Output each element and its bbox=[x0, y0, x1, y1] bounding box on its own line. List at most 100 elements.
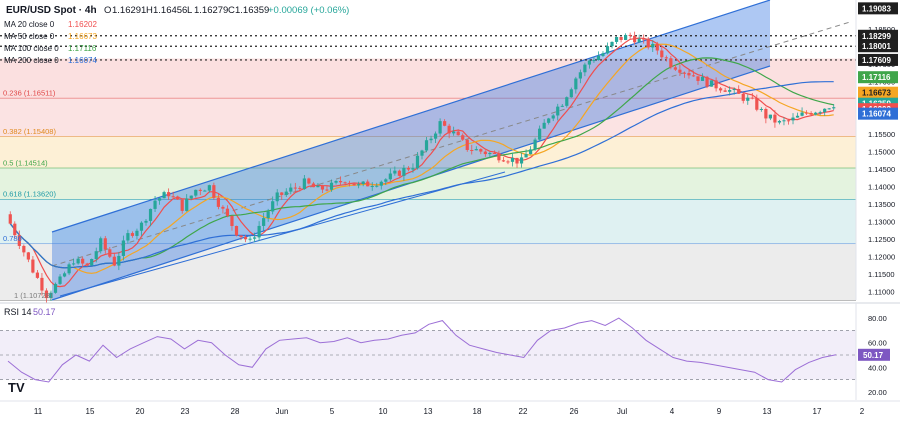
candle-body[interactable] bbox=[307, 178, 311, 184]
candle-body[interactable] bbox=[130, 233, 135, 236]
candle-body[interactable] bbox=[167, 192, 171, 197]
candle-body[interactable] bbox=[366, 181, 370, 187]
ma-legend-label[interactable]: MA 20 close 0 bbox=[4, 20, 55, 29]
candle-body[interactable] bbox=[94, 251, 98, 260]
price-tag[interactable] bbox=[858, 2, 898, 15]
candle-body[interactable] bbox=[216, 197, 220, 207]
candle-body[interactable] bbox=[547, 118, 551, 123]
candle-body[interactable] bbox=[53, 283, 58, 293]
candle-body[interactable] bbox=[565, 97, 569, 106]
candle-body[interactable] bbox=[741, 93, 745, 101]
candle-body[interactable] bbox=[40, 277, 44, 291]
candle-body[interactable] bbox=[528, 149, 533, 155]
ma-legend[interactable]: MA 20 close 0 1.16202 MA 50 close 0 1.16673… bbox=[4, 20, 97, 65]
price-tag[interactable] bbox=[858, 86, 898, 99]
candle-body[interactable] bbox=[578, 72, 582, 79]
candle-body[interactable] bbox=[587, 60, 592, 65]
candle-body[interactable] bbox=[384, 179, 388, 182]
candle-body[interactable] bbox=[687, 72, 691, 76]
candle-body[interactable] bbox=[90, 259, 94, 266]
candle-body[interactable] bbox=[461, 135, 465, 140]
candle-body[interactable] bbox=[171, 196, 175, 198]
candle-body[interactable] bbox=[786, 120, 791, 122]
candle-body[interactable] bbox=[8, 214, 12, 224]
candle-body[interactable] bbox=[262, 218, 266, 226]
candle-body[interactable] bbox=[809, 113, 813, 115]
candle-body[interactable] bbox=[737, 88, 741, 94]
candle-body[interactable] bbox=[370, 186, 374, 188]
candle-body[interactable] bbox=[334, 181, 338, 183]
candle-body[interactable] bbox=[121, 240, 125, 256]
candle-body[interactable] bbox=[293, 187, 297, 189]
candle-body[interactable] bbox=[501, 160, 506, 162]
candle-body[interactable] bbox=[497, 153, 501, 161]
candle-body[interactable] bbox=[221, 206, 225, 209]
candle-body[interactable] bbox=[194, 189, 198, 196]
candle-body[interactable] bbox=[682, 72, 687, 74]
candle-body[interactable] bbox=[696, 76, 700, 81]
candle-body[interactable] bbox=[456, 131, 460, 136]
candle-body[interactable] bbox=[768, 114, 772, 119]
candle-body[interactable] bbox=[714, 80, 718, 89]
price-tag[interactable] bbox=[858, 71, 898, 84]
candle-body[interactable] bbox=[823, 108, 827, 113]
candle-body[interactable] bbox=[343, 182, 347, 184]
candle-body[interactable] bbox=[49, 292, 53, 299]
candle-body[interactable] bbox=[624, 34, 628, 40]
candle-body[interactable] bbox=[542, 122, 546, 129]
candle-body[interactable] bbox=[144, 220, 148, 223]
candle-body[interactable] bbox=[99, 238, 103, 252]
candle-body[interactable] bbox=[198, 189, 202, 191]
candle-body[interactable] bbox=[538, 128, 542, 140]
candle-body[interactable] bbox=[117, 255, 121, 266]
candle-body[interactable] bbox=[252, 237, 257, 239]
candle-body[interactable] bbox=[58, 276, 62, 284]
candle-body[interactable] bbox=[800, 112, 804, 116]
candle-body[interactable] bbox=[791, 117, 795, 121]
candle-body[interactable] bbox=[103, 238, 107, 250]
candle-body[interactable] bbox=[67, 264, 71, 274]
candle-body[interactable] bbox=[388, 173, 392, 180]
candle-body[interactable] bbox=[488, 152, 492, 155]
candle-body[interactable] bbox=[35, 272, 40, 278]
candle-body[interactable] bbox=[230, 215, 234, 226]
candle-body[interactable] bbox=[72, 263, 76, 265]
candle-body[interactable] bbox=[257, 225, 261, 238]
candle-body[interactable] bbox=[329, 182, 334, 190]
candle-body[interactable] bbox=[732, 88, 736, 91]
candle-body[interactable] bbox=[415, 155, 420, 169]
candle-body[interactable] bbox=[746, 97, 750, 101]
candle-body[interactable] bbox=[62, 273, 67, 277]
candle-body[interactable] bbox=[669, 58, 673, 68]
candle-body[interactable] bbox=[827, 108, 831, 110]
tradingview-logo[interactable]: TV bbox=[8, 380, 25, 395]
candle-body[interactable] bbox=[642, 38, 646, 40]
candle-body[interactable] bbox=[112, 256, 116, 266]
candle-body[interactable] bbox=[443, 121, 447, 126]
candle-body[interactable] bbox=[556, 106, 560, 116]
candle-body[interactable] bbox=[207, 185, 211, 191]
candle-body[interactable] bbox=[664, 57, 668, 59]
candle-body[interactable] bbox=[108, 249, 112, 257]
candle-body[interactable] bbox=[280, 192, 284, 195]
candle-body[interactable] bbox=[162, 192, 166, 199]
candle-body[interactable] bbox=[719, 88, 723, 91]
candle-body[interactable] bbox=[411, 168, 415, 170]
candle-body[interactable] bbox=[212, 185, 216, 198]
candle-body[interactable] bbox=[284, 191, 288, 195]
candle-body[interactable] bbox=[795, 115, 800, 118]
candle-body[interactable] bbox=[311, 183, 316, 188]
time-axis[interactable]: 11 15 20 23 28 Jun 5 10 13 18 22 26 Jul 4 9 13 17 2 bbox=[0, 400, 900, 416]
candle-body[interactable] bbox=[361, 181, 365, 185]
candle-body[interactable] bbox=[506, 161, 510, 163]
candle-body[interactable] bbox=[157, 198, 162, 201]
candle-body[interactable] bbox=[705, 76, 709, 87]
candle-body[interactable] bbox=[31, 259, 35, 273]
candle-body[interactable] bbox=[438, 121, 442, 134]
candle-body[interactable] bbox=[139, 222, 144, 231]
price-tag[interactable] bbox=[858, 40, 898, 53]
candle-body[interactable] bbox=[320, 185, 325, 190]
candle-body[interactable] bbox=[176, 196, 180, 200]
ma-legend-label[interactable]: MA 200 close 0 bbox=[4, 56, 59, 65]
candle-body[interactable] bbox=[203, 190, 207, 192]
